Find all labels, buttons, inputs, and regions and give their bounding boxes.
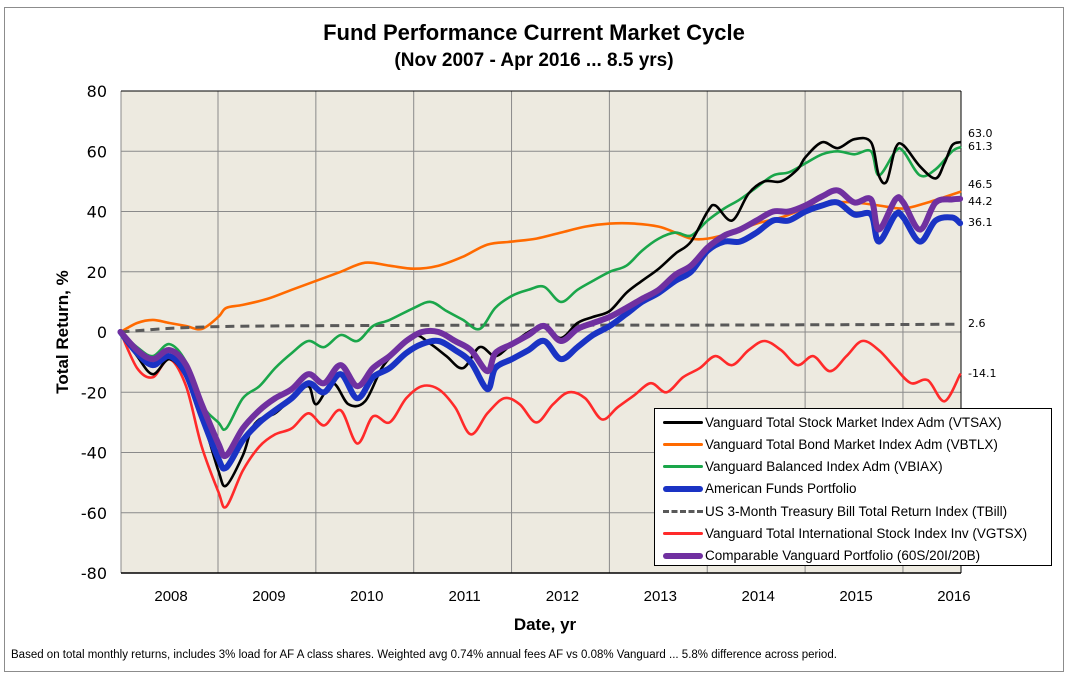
legend-swatch: [663, 552, 703, 559]
legend-item: US 3-Month Treasury Bill Total Return In…: [655, 500, 1007, 522]
x-tick-label: 2010: [350, 588, 383, 605]
legend-label: American Funds Portfolio: [705, 481, 857, 497]
end-value-label: 46.5: [968, 178, 993, 191]
legend-item: Vanguard Total Bond Market Index Adm (VB…: [655, 433, 998, 455]
x-tick-label: 2014: [741, 588, 774, 605]
axes: 80 60 40 20 0 -20 -40 -60 -80 2008 2009 2010 2011 201…: [81, 82, 971, 605]
end-value-label: 36.1: [968, 216, 993, 229]
x-tick-label: 2009: [252, 588, 285, 605]
legend-swatch: [663, 509, 703, 513]
x-tick-label: 2015: [839, 588, 872, 605]
chart-title: Fund Performance Current Market Cycle: [323, 20, 745, 45]
y-tick-label: 60: [87, 142, 107, 161]
y-tick-label: 40: [87, 203, 107, 222]
series-line-comparable-vanguard-portfolio-60s-20i-20b: [117, 187, 964, 460]
end-value-label: 44.2: [968, 195, 993, 208]
legend-label: US 3-Month Treasury Bill Total Return In…: [705, 503, 1008, 519]
legend-swatch: [663, 420, 703, 424]
series-line-us-3-month-treasury-bill-total-return-index-tbill: [120, 322, 961, 334]
series-line-vanguard-total-international-stock-index-inv-vgtsx: [119, 330, 962, 509]
y-tick-label: -20: [81, 383, 107, 402]
x-tick-label: 2011: [448, 588, 480, 605]
y-tick-label: 80: [87, 82, 107, 101]
legend-item: Vanguard Total Stock Market Index Adm (V…: [655, 411, 1002, 433]
legend-swatch: [663, 442, 703, 446]
y-tick-label: -60: [81, 504, 107, 523]
x-tick-label: 2013: [644, 588, 677, 605]
end-labels: 63.0 46.5 61.3 36.1 2.6 -14.1 44.2: [968, 127, 996, 380]
gridlines: [121, 91, 961, 573]
legend-item: Vanguard Total International Stock Index…: [655, 523, 1027, 545]
y-tick-label: -40: [81, 444, 107, 463]
legend-label: Vanguard Total Bond Market Index Adm (VB…: [705, 436, 998, 452]
y-axis-label: Total Return, %: [53, 270, 72, 393]
x-tick-label: 2012: [546, 588, 579, 605]
legend-swatch: [663, 465, 703, 469]
series-line-american-funds-portfolio: [117, 199, 964, 472]
legend-swatch: [663, 485, 703, 492]
end-value-label: 2.6: [968, 317, 986, 330]
series-group: [117, 136, 964, 509]
x-axis-label: Date, yr: [514, 615, 577, 634]
legend-swatch: [663, 532, 703, 535]
x-tick-label: 2016: [937, 588, 970, 605]
legend: Vanguard Total Stock Market Index Adm (V…: [654, 408, 1052, 566]
y-tick-label: 0: [97, 323, 107, 342]
series-line-vanguard-balanced-index-adm-vbiax: [119, 146, 962, 432]
chart-subtitle: (Nov 2007 - Apr 2016 ... 8.5 yrs): [394, 50, 674, 71]
x-tick-label: 2008: [154, 588, 187, 605]
end-value-label: 63.0: [968, 127, 993, 140]
legend-item: Vanguard Balanced Index Adm (VBIAX): [655, 456, 943, 478]
y-tick-label: -80: [81, 564, 107, 583]
footnote: Based on total monthly returns, includes…: [11, 649, 837, 661]
legend-label: Comparable Vanguard Portfolio (60S/20I/2…: [705, 548, 981, 564]
end-value-label: 61.3: [968, 140, 993, 153]
legend-label: Vanguard Balanced Index Adm (VBIAX): [705, 459, 943, 475]
legend-label: Vanguard Total Stock Market Index Adm (V…: [705, 414, 1002, 430]
end-value-label: -14.1: [968, 367, 996, 380]
legend-item: American Funds Portfolio: [655, 478, 857, 500]
y-tick-label: 20: [87, 263, 107, 282]
legend-item: Comparable Vanguard Portfolio (60S/20I/2…: [655, 545, 980, 567]
legend-label: Vanguard Total International Stock Index…: [705, 526, 1028, 541]
